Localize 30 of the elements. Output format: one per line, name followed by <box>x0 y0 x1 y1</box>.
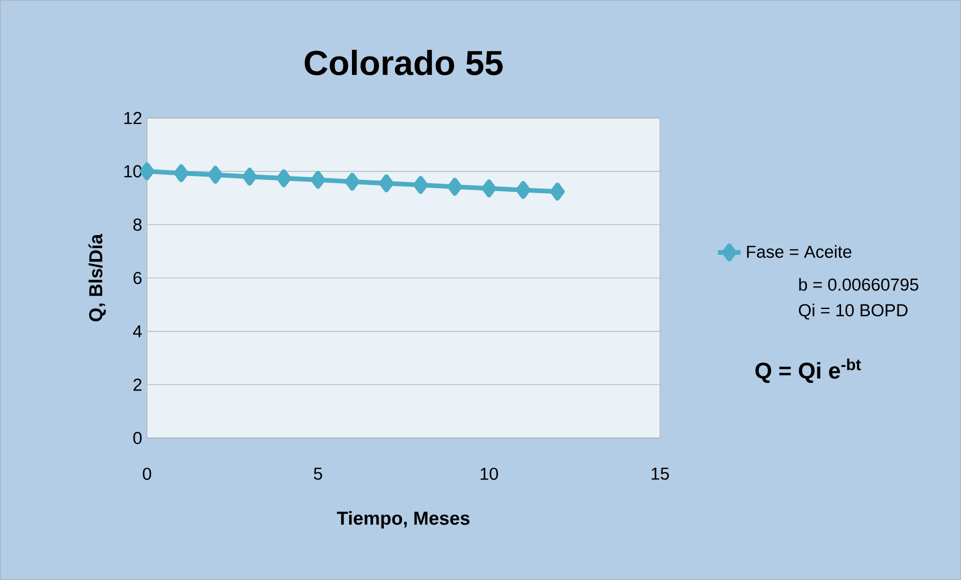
point <box>310 170 326 189</box>
point <box>379 174 394 192</box>
y-tick-label: 6 <box>134 272 142 284</box>
point <box>344 172 360 191</box>
chart-title: Colorado 55 <box>304 50 503 76</box>
x-tick-label: 0 <box>142 468 152 480</box>
text: Q = Qi e$^{-bt}$ <box>755 358 861 383</box>
x-tick-label: 15 <box>652 468 669 480</box>
x-tick-label: 5 <box>314 468 322 480</box>
point <box>447 178 462 196</box>
point <box>482 179 496 198</box>
point <box>516 180 531 199</box>
point <box>413 176 428 194</box>
point <box>242 168 257 186</box>
text: Qi = 10 BOPD <box>798 304 908 320</box>
y-tick-label: 0 <box>133 432 142 444</box>
point <box>276 169 292 188</box>
x-axis-title: Tiempo, Meses <box>336 511 470 529</box>
point <box>208 166 223 184</box>
y-tick-label: 2 <box>134 378 142 391</box>
x-tick-label: 10 <box>480 468 498 480</box>
legend-label: Fase = Aceite <box>747 245 852 258</box>
y-axis-title: Q, Bls/Día <box>88 234 106 322</box>
point <box>550 182 565 201</box>
y-tick-label: 4 <box>133 325 142 338</box>
y-tick-label: 12 <box>124 112 142 124</box>
point <box>174 164 189 182</box>
y-tick-label: 8 <box>133 218 142 231</box>
point <box>140 162 154 180</box>
text: b = 0.00660795 <box>799 278 918 291</box>
